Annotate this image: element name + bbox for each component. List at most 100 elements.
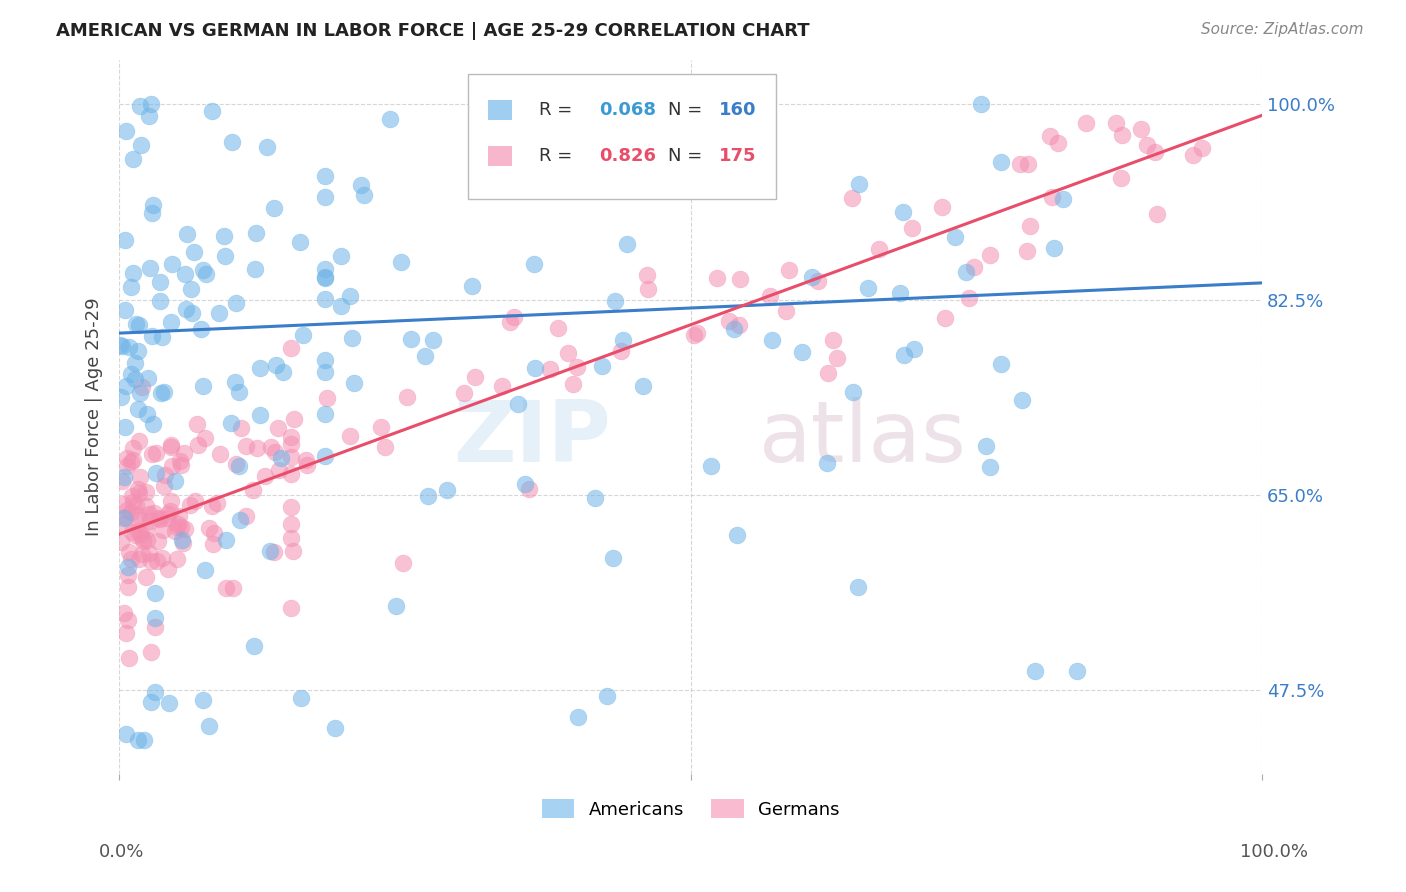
- Point: [128, 318, 150, 332]
- Point: [118, 340, 141, 354]
- Point: [190, 322, 212, 336]
- Point: [122, 442, 145, 456]
- Point: [1182, 147, 1205, 161]
- Point: [263, 545, 285, 559]
- Point: [868, 242, 890, 256]
- Point: [314, 407, 336, 421]
- Point: [314, 365, 336, 379]
- Point: [112, 606, 135, 620]
- Point: [350, 178, 373, 193]
- Point: [422, 333, 444, 347]
- Point: [122, 495, 145, 509]
- Point: [401, 332, 423, 346]
- Point: [139, 514, 162, 528]
- Y-axis label: In Labor Force | Age 25-29: In Labor Force | Age 25-29: [86, 298, 103, 536]
- Point: [198, 521, 221, 535]
- Point: [114, 420, 136, 434]
- Point: [817, 366, 839, 380]
- Point: [280, 430, 302, 444]
- Point: [174, 522, 197, 536]
- Point: [128, 434, 150, 449]
- Point: [115, 502, 138, 516]
- Point: [110, 535, 132, 549]
- Point: [143, 611, 166, 625]
- Point: [281, 543, 304, 558]
- Point: [120, 367, 142, 381]
- Point: [139, 97, 162, 112]
- Point: [121, 489, 143, 503]
- Point: [491, 379, 513, 393]
- Point: [264, 444, 287, 458]
- Point: [280, 600, 302, 615]
- Point: [117, 580, 139, 594]
- Point: [523, 360, 546, 375]
- Point: [267, 463, 290, 477]
- Point: [759, 289, 782, 303]
- Point: [249, 361, 271, 376]
- Text: ZIP: ZIP: [453, 397, 610, 480]
- Point: [616, 236, 638, 251]
- Point: [114, 233, 136, 247]
- Point: [385, 599, 408, 613]
- Point: [170, 519, 193, 533]
- Point: [260, 441, 283, 455]
- Point: [392, 556, 415, 570]
- Point: [815, 456, 838, 470]
- Point: [127, 508, 149, 522]
- Point: [389, 255, 412, 269]
- Point: [353, 187, 375, 202]
- Text: N =: N =: [668, 147, 707, 165]
- Point: [153, 468, 176, 483]
- Point: [146, 534, 169, 549]
- Text: R =: R =: [538, 101, 578, 119]
- FancyBboxPatch shape: [488, 100, 512, 120]
- Point: [461, 278, 484, 293]
- Point: [141, 447, 163, 461]
- Point: [136, 370, 159, 384]
- Point: [612, 333, 634, 347]
- Point: [990, 357, 1012, 371]
- Point: [215, 582, 238, 596]
- Point: [122, 452, 145, 467]
- Point: [974, 440, 997, 454]
- Point: [183, 244, 205, 259]
- Point: [139, 554, 162, 568]
- Point: [153, 385, 176, 400]
- Point: [135, 569, 157, 583]
- Point: [1010, 156, 1032, 170]
- Point: [290, 235, 312, 249]
- Point: [124, 498, 146, 512]
- Point: [215, 533, 238, 548]
- Point: [295, 453, 318, 467]
- Point: [682, 327, 704, 342]
- Point: [127, 482, 149, 496]
- Point: [186, 417, 208, 431]
- Point: [194, 267, 217, 281]
- Point: [191, 693, 214, 707]
- Text: Source: ZipAtlas.com: Source: ZipAtlas.com: [1201, 22, 1364, 37]
- Text: 100.0%: 100.0%: [1240, 843, 1308, 861]
- Point: [120, 280, 142, 294]
- Point: [314, 169, 336, 183]
- Point: [856, 281, 879, 295]
- Point: [131, 547, 153, 561]
- Point: [125, 317, 148, 331]
- Point: [602, 551, 624, 566]
- Point: [418, 489, 440, 503]
- Point: [506, 397, 529, 411]
- Point: [370, 419, 392, 434]
- Point: [1111, 128, 1133, 142]
- Point: [138, 508, 160, 522]
- Point: [957, 291, 980, 305]
- Point: [114, 303, 136, 318]
- Point: [157, 696, 180, 710]
- Point: [110, 390, 132, 404]
- Point: [143, 586, 166, 600]
- Point: [893, 348, 915, 362]
- Point: [156, 508, 179, 522]
- Text: 0.0%: 0.0%: [98, 843, 143, 861]
- Point: [343, 376, 366, 391]
- Point: [436, 483, 458, 497]
- Point: [212, 228, 235, 243]
- Point: [167, 509, 190, 524]
